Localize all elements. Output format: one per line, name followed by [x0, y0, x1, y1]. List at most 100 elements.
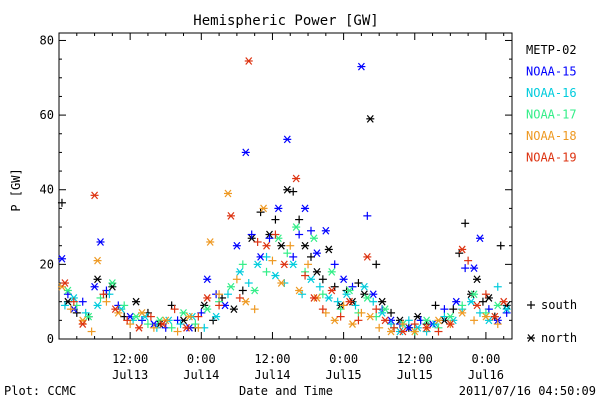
point-south	[461, 219, 470, 228]
point-north	[321, 226, 330, 235]
point-north	[493, 301, 502, 310]
y-tick-label: 60	[40, 108, 54, 122]
x-tick-date: Jul13	[112, 368, 148, 382]
point-south	[354, 279, 363, 288]
plot-timestamp: 2011/07/16 04:50:09	[459, 384, 596, 398]
point-north	[446, 312, 455, 321]
point-south	[449, 305, 458, 314]
point-north	[458, 308, 467, 317]
series-metp-02	[57, 114, 511, 332]
point-south	[247, 230, 256, 239]
point-north	[301, 241, 310, 250]
point-south	[146, 312, 155, 321]
point-north	[452, 297, 461, 306]
point-north	[108, 282, 117, 291]
point-north	[232, 241, 241, 250]
point-north	[161, 316, 170, 325]
point-north	[241, 148, 250, 157]
point-north	[345, 286, 354, 295]
point-south	[78, 297, 87, 306]
x-tick-time: 0:00	[471, 352, 500, 366]
point-south	[493, 320, 502, 329]
point-south	[390, 323, 399, 332]
point-south	[387, 308, 396, 317]
point-north	[262, 241, 271, 250]
point-north	[422, 323, 431, 332]
point-north	[309, 294, 318, 302]
point-north	[90, 191, 99, 200]
point-north	[182, 323, 191, 332]
legend: METP-02 NOAA-15 NOAA-16 NOAA-17 NOAA-18 NOAA-…	[526, 43, 577, 165]
point-south	[434, 327, 443, 336]
x-axis-label: Date and Time	[239, 384, 333, 398]
point-south	[298, 290, 307, 299]
point-north	[499, 297, 508, 306]
x-axis: 12:00 Jul13 0:00 Jul14 12:00 Jul14 0:00 Jul15 12…	[76, 33, 505, 382]
point-south	[410, 320, 419, 329]
point-north	[158, 320, 167, 328]
series-noaa-17	[63, 223, 502, 336]
point-south	[271, 230, 280, 239]
point-north	[253, 260, 262, 269]
point-south	[527, 301, 535, 309]
point-south	[464, 256, 473, 265]
point-north	[502, 301, 511, 310]
point-north	[111, 305, 120, 314]
point-south	[455, 249, 464, 258]
y-axis-label: P [GW]	[9, 168, 23, 211]
point-north	[226, 282, 235, 291]
point-north	[63, 286, 72, 295]
point-north	[446, 320, 455, 328]
point-south	[69, 297, 78, 306]
point-south	[351, 301, 360, 310]
point-north	[301, 204, 310, 213]
point-south	[271, 215, 280, 224]
point-north	[470, 290, 479, 299]
point-north	[212, 312, 221, 321]
point-south	[440, 305, 449, 314]
legend-entry: NOAA-18	[526, 129, 577, 143]
point-south	[238, 260, 247, 269]
point-south	[286, 241, 295, 250]
legend-entry: NOAA-16	[526, 86, 577, 100]
point-north	[185, 312, 194, 321]
point-south	[318, 290, 327, 299]
point-south	[194, 323, 203, 332]
point-south	[253, 237, 262, 246]
point-north	[327, 267, 336, 276]
point-north	[312, 267, 321, 276]
point-south	[232, 275, 241, 284]
point-north	[132, 297, 141, 306]
point-north	[312, 249, 321, 258]
x-tick-date: Jul16	[468, 368, 504, 382]
point-south	[289, 252, 298, 261]
point-south	[304, 260, 313, 269]
point-south	[336, 312, 345, 321]
point-north	[381, 305, 390, 314]
point-south	[262, 267, 271, 276]
point-south	[223, 290, 232, 299]
point-north	[295, 286, 304, 295]
point-south	[330, 282, 339, 291]
point-north	[206, 238, 215, 246]
point-north	[78, 316, 87, 325]
point-south	[262, 252, 271, 261]
point-north	[226, 211, 235, 220]
point-south	[375, 323, 384, 332]
series-noaa-15	[57, 62, 511, 332]
point-south	[268, 256, 277, 265]
x-tick-time: 12:00	[254, 352, 290, 366]
point-south	[493, 282, 502, 291]
point-north	[324, 294, 333, 302]
point-north	[366, 114, 375, 123]
point-north	[348, 320, 357, 328]
point-south	[235, 293, 244, 302]
point-north	[280, 260, 289, 269]
legend-entry: NOAA-17	[526, 108, 577, 122]
point-south	[333, 297, 342, 306]
x-tick-date: Jul15	[326, 368, 362, 382]
point-north	[410, 327, 419, 336]
point-north	[398, 327, 407, 336]
point-south	[398, 320, 407, 329]
point-south	[60, 301, 69, 310]
